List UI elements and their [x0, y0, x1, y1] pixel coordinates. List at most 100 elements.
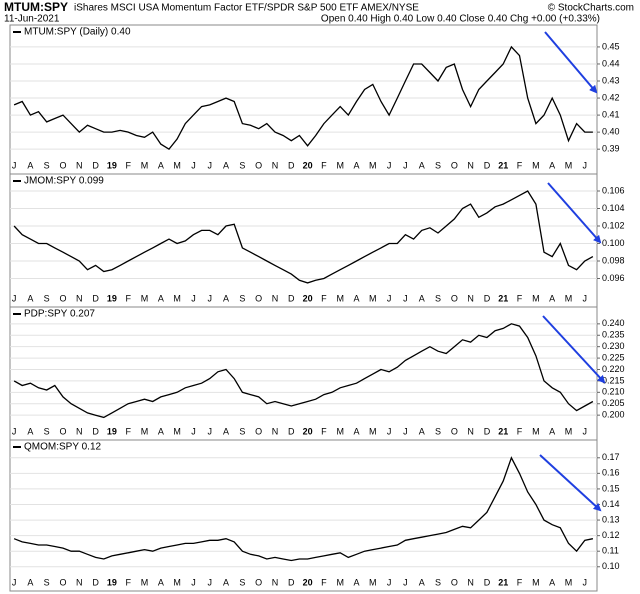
x-tick-label: J [207, 577, 212, 587]
x-tick-label: A [353, 160, 359, 170]
quote: Open 0.40 High 0.40 Low 0.40 Close 0.40 … [321, 14, 600, 25]
x-tick-label: D [484, 160, 491, 170]
x-tick-label: A [353, 577, 359, 587]
x-tick-label: N [467, 293, 474, 303]
x-tick-label: D [92, 426, 99, 436]
x-tick-label: D [92, 577, 99, 587]
y-tick-label: 0.205 [602, 398, 625, 408]
x-tick-label: F [125, 293, 131, 303]
y-tick-label: 0.106 [602, 185, 625, 195]
y-tick-label: 0.41 [602, 109, 620, 119]
x-tick-label: J [583, 577, 588, 587]
x-tick-label: S [44, 426, 50, 436]
x-tick-label: 19 [107, 160, 117, 170]
x-tick-label: N [76, 293, 83, 303]
y-tick-label: 0.235 [602, 330, 625, 340]
x-tick-label: M [369, 577, 377, 587]
x-tick-label: A [27, 160, 33, 170]
x-tick-label: O [255, 160, 262, 170]
x-tick-label: O [451, 426, 458, 436]
panel-legend: MTUM:SPY (Daily) 0.40 [24, 27, 131, 38]
x-tick-label: O [255, 426, 262, 436]
x-tick-label: S [239, 160, 245, 170]
x-tick-label: S [239, 577, 245, 587]
panel-legend: PDP:SPY 0.207 [24, 309, 95, 320]
trend-arrow [542, 315, 606, 384]
y-tick-label: 0.215 [602, 375, 625, 385]
x-tick-label: F [321, 577, 327, 587]
x-tick-label: 21 [498, 160, 508, 170]
date: 11-Jun-2021 [4, 14, 60, 25]
x-tick-label: N [272, 426, 279, 436]
price-line [13, 323, 594, 419]
y-tick-label: 0.200 [602, 410, 625, 420]
x-tick-label: M [173, 293, 181, 303]
y-tick-label: 0.220 [602, 364, 625, 374]
y-tick-label: 0.102 [602, 220, 625, 230]
y-tick-label: 0.230 [602, 341, 625, 351]
legend-swatch [13, 446, 21, 448]
x-tick-label: O [451, 293, 458, 303]
x-tick-label: A [158, 160, 164, 170]
x-tick-label: 20 [303, 577, 313, 587]
x-tick-label: A [353, 293, 359, 303]
y-tick-label: 0.42 [602, 92, 620, 102]
x-tick-label: A [158, 293, 164, 303]
y-tick-label: 0.104 [602, 203, 625, 213]
x-tick-label: S [239, 426, 245, 436]
y-tick-label: 0.39 [602, 144, 620, 154]
x-tick-label: F [321, 426, 327, 436]
x-tick-label: A [27, 293, 33, 303]
x-tick-label: J [583, 426, 588, 436]
x-tick-label: D [288, 577, 295, 587]
x-tick-label: D [484, 293, 491, 303]
x-tick-label: O [59, 577, 66, 587]
x-tick-label: M [336, 293, 344, 303]
x-tick-label: O [59, 293, 66, 303]
x-tick-label: 19 [107, 293, 117, 303]
x-tick-label: J [387, 293, 392, 303]
x-tick-label: M [141, 160, 149, 170]
x-tick-label: J [191, 577, 196, 587]
x-tick-label: M [565, 426, 573, 436]
y-tick-label: 0.12 [602, 530, 620, 540]
x-tick-label: O [451, 160, 458, 170]
x-tick-label: A [158, 577, 164, 587]
x-tick-label: F [321, 160, 327, 170]
x-tick-label: M [532, 293, 540, 303]
x-tick-label: N [76, 426, 83, 436]
x-tick-label: S [435, 160, 441, 170]
y-tick-label: 0.210 [602, 387, 625, 397]
x-tick-label: J [191, 293, 196, 303]
x-tick-label: N [76, 577, 83, 587]
legend-swatch [13, 31, 21, 33]
panels: 0.390.400.410.420.430.440.45J A S O N D 19 F M A M… [9, 24, 625, 592]
x-tick-label: S [44, 577, 50, 587]
x-tick-label: M [532, 426, 540, 436]
x-tick-label: D [92, 160, 99, 170]
x-tick-label: M [369, 426, 377, 436]
x-tick-label: N [467, 160, 474, 170]
x-tick-label: F [517, 293, 523, 303]
x-tick-label: 21 [498, 426, 508, 436]
x-tick-label: A [419, 577, 425, 587]
legend-swatch [13, 313, 21, 315]
x-tick-label: 20 [303, 426, 313, 436]
x-tick-label: O [255, 577, 262, 587]
y-tick-label: 0.17 [602, 452, 620, 462]
trend-arrow [547, 182, 602, 244]
x-tick-label: J [207, 426, 212, 436]
x-tick-label: F [321, 293, 327, 303]
x-tick-label: J [12, 160, 17, 170]
x-tick-label: M [565, 577, 573, 587]
x-tick-label: M [565, 160, 573, 170]
x-tick-label: N [467, 577, 474, 587]
x-tick-label: M [369, 293, 377, 303]
price-line [13, 190, 594, 284]
x-tick-label: 20 [303, 160, 313, 170]
x-tick-label: F [125, 426, 131, 436]
x-tick-label: J [583, 293, 588, 303]
y-tick-label: 0.11 [602, 546, 619, 556]
x-tick-label: F [125, 577, 131, 587]
x-tick-label: M [141, 426, 149, 436]
